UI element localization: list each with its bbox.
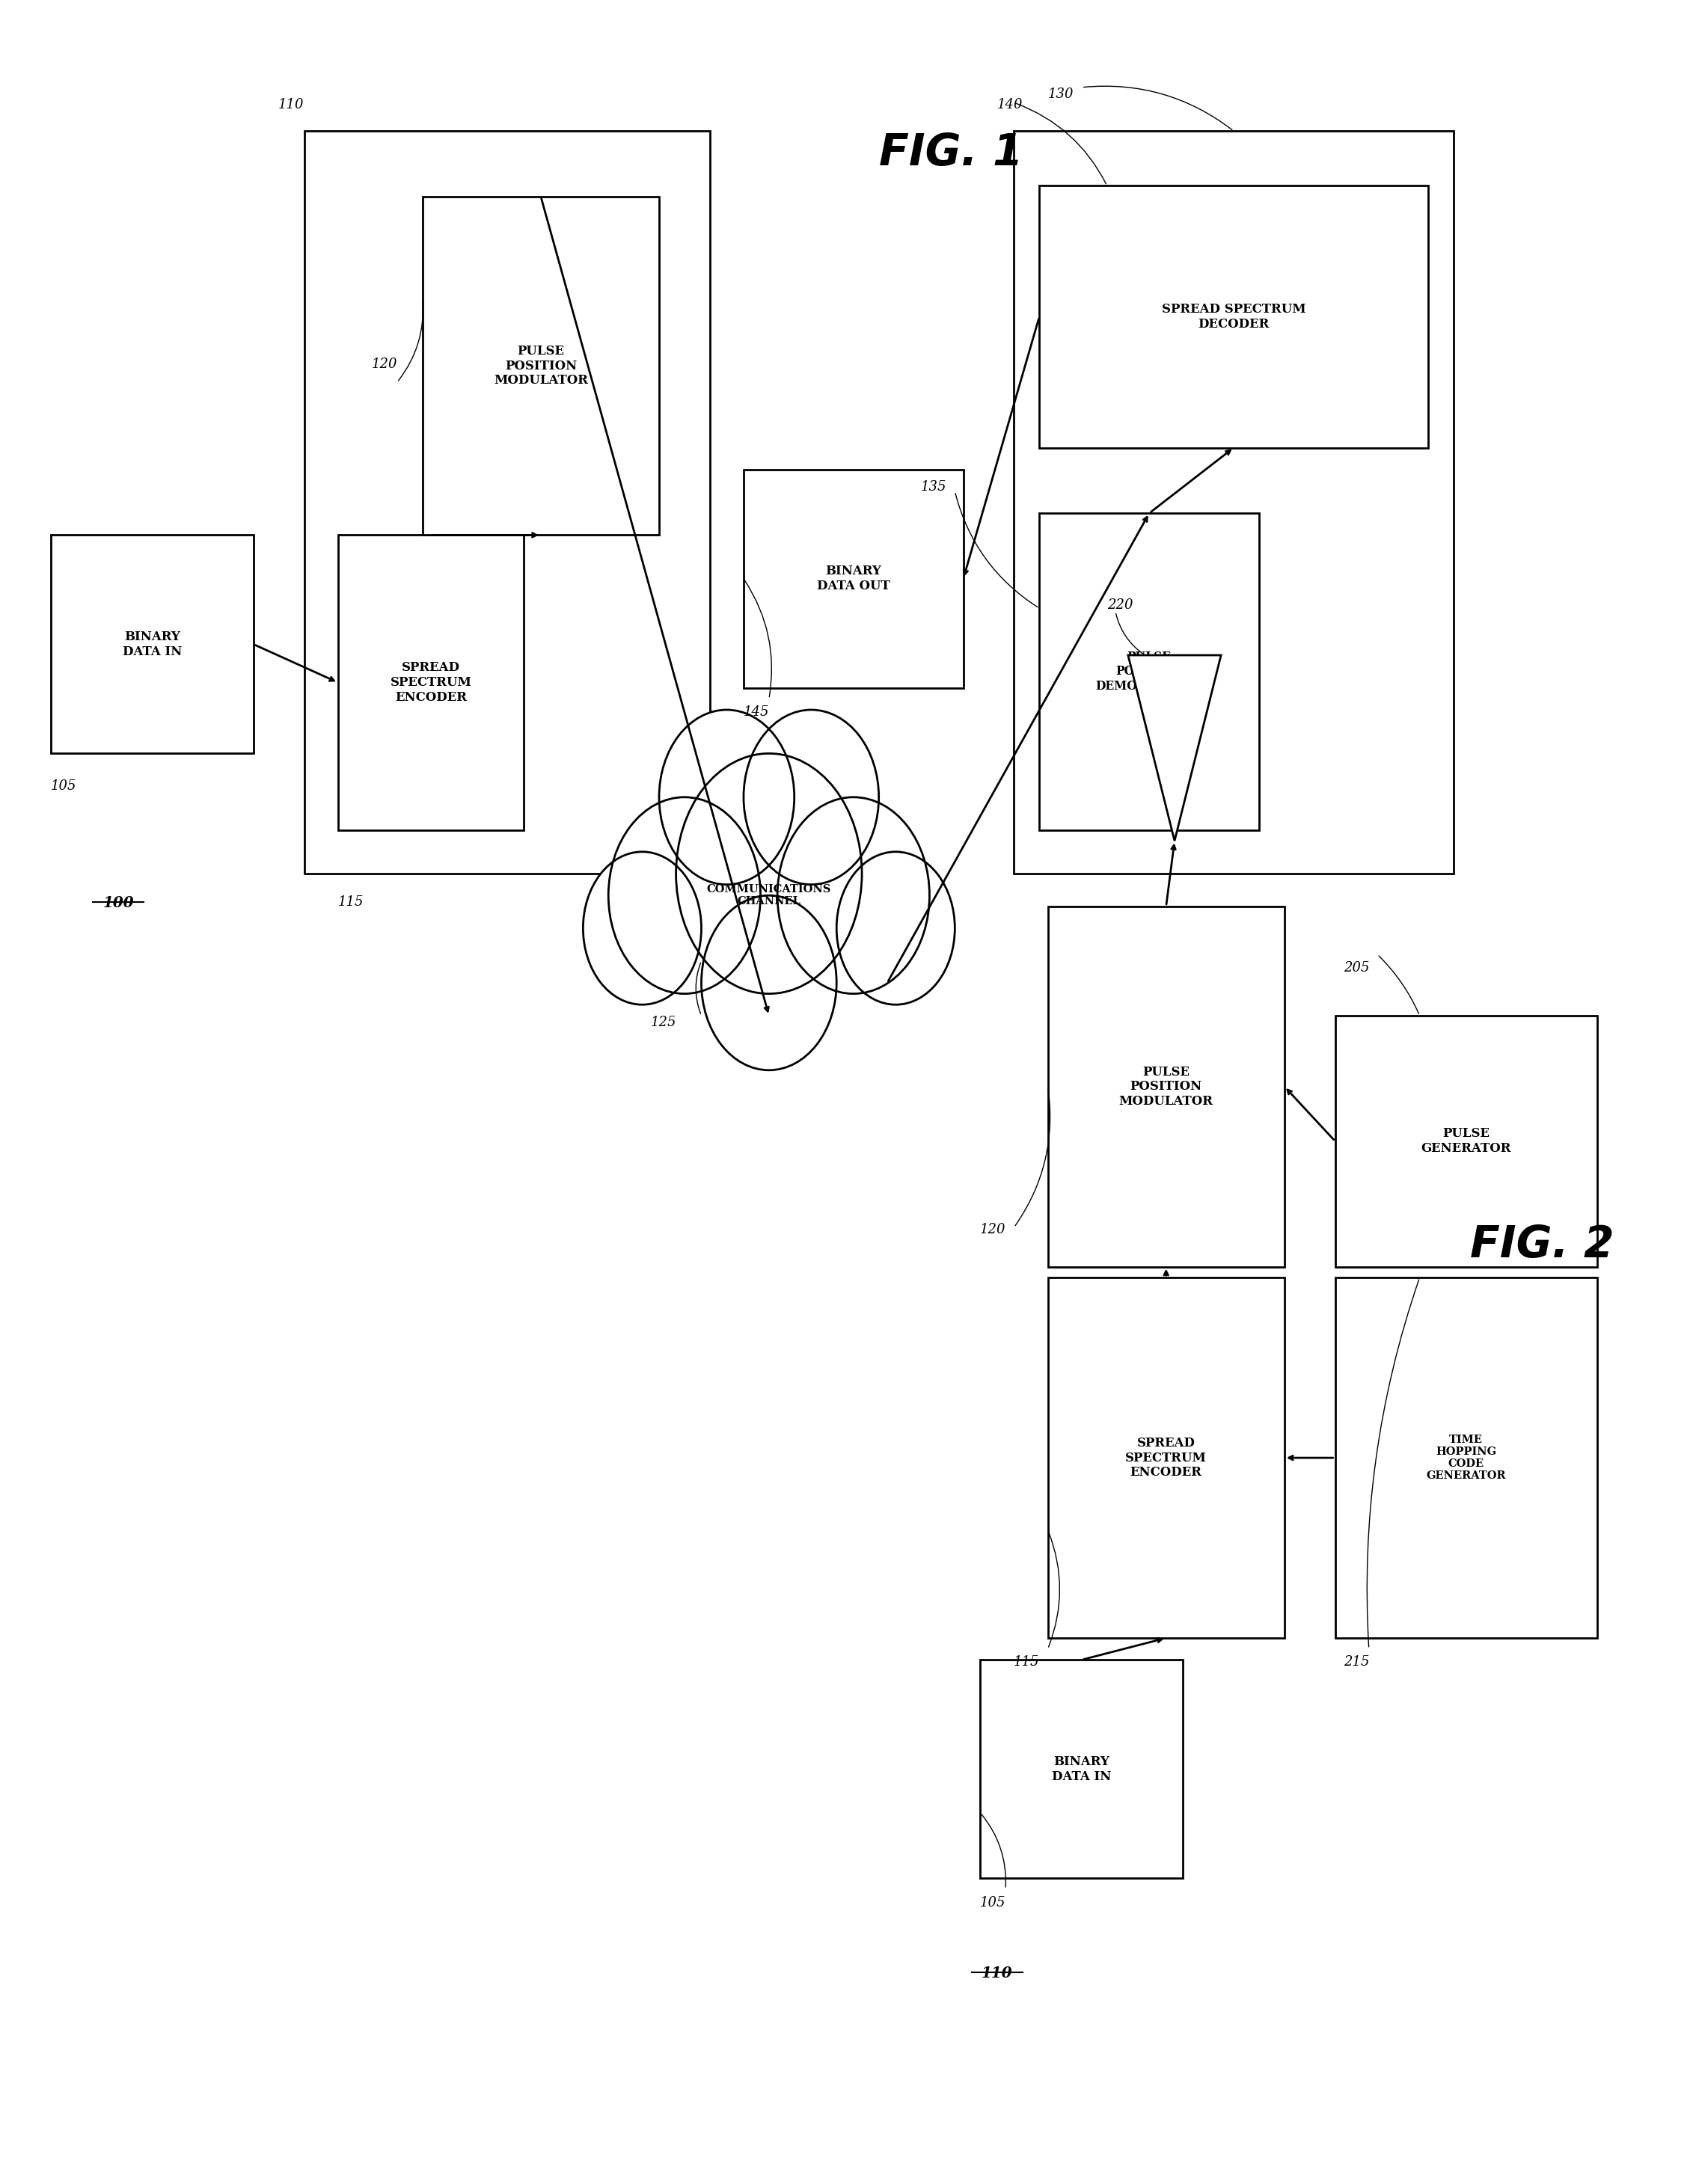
Circle shape	[777, 797, 930, 994]
Text: 110: 110	[982, 1966, 1012, 1981]
Text: PULSE
POSITION
MODULATOR: PULSE POSITION MODULATOR	[493, 345, 588, 387]
Circle shape	[608, 797, 760, 994]
FancyBboxPatch shape	[1039, 186, 1428, 448]
Circle shape	[659, 710, 794, 885]
Text: FIG. 2: FIG. 2	[1470, 1223, 1614, 1267]
Circle shape	[744, 710, 879, 885]
Text: 120: 120	[372, 358, 397, 371]
Polygon shape	[1129, 655, 1220, 841]
FancyBboxPatch shape	[422, 197, 659, 535]
Text: 105: 105	[51, 780, 76, 793]
Text: PULSE
POSITION
DEMODULATOR: PULSE POSITION DEMODULATOR	[1095, 651, 1203, 692]
Text: SPREAD SPECTRUM
DECODER: SPREAD SPECTRUM DECODER	[1161, 304, 1306, 330]
Text: BINARY
DATA IN: BINARY DATA IN	[1051, 1756, 1112, 1782]
FancyBboxPatch shape	[338, 535, 524, 830]
Text: 205: 205	[1344, 961, 1369, 974]
Text: 140: 140	[997, 98, 1022, 111]
FancyBboxPatch shape	[1335, 1278, 1597, 1638]
Text: 105: 105	[980, 1896, 1006, 1909]
Text: FIG. 1: FIG. 1	[879, 131, 1022, 175]
FancyBboxPatch shape	[1048, 906, 1284, 1267]
Text: 100: 100	[103, 895, 134, 911]
Circle shape	[837, 852, 955, 1005]
FancyBboxPatch shape	[1039, 513, 1259, 830]
FancyBboxPatch shape	[744, 470, 963, 688]
Text: BINARY
DATA OUT: BINARY DATA OUT	[816, 566, 891, 592]
FancyBboxPatch shape	[980, 1660, 1183, 1878]
Text: 220: 220	[1107, 598, 1132, 612]
FancyBboxPatch shape	[1048, 1278, 1284, 1638]
Text: 215: 215	[1344, 1655, 1369, 1669]
Circle shape	[676, 753, 862, 994]
Circle shape	[583, 852, 701, 1005]
Text: 135: 135	[921, 480, 946, 494]
FancyBboxPatch shape	[51, 535, 253, 753]
Text: PULSE
GENERATOR: PULSE GENERATOR	[1421, 1127, 1511, 1155]
Text: SPREAD
SPECTRUM
ENCODER: SPREAD SPECTRUM ENCODER	[1126, 1437, 1207, 1479]
Text: 120: 120	[980, 1223, 1006, 1236]
Text: COMMUNICATIONS
CHANNEL: COMMUNICATIONS CHANNEL	[706, 885, 831, 906]
Text: 110: 110	[279, 98, 304, 111]
Text: 115: 115	[338, 895, 363, 909]
Text: 125: 125	[651, 1016, 676, 1029]
Text: TIME
HOPPING
CODE
GENERATOR: TIME HOPPING CODE GENERATOR	[1426, 1435, 1506, 1481]
Text: BINARY
DATA IN: BINARY DATA IN	[122, 631, 183, 657]
Text: 130: 130	[1048, 87, 1073, 100]
Text: PULSE
POSITION
MODULATOR: PULSE POSITION MODULATOR	[1119, 1066, 1213, 1107]
FancyBboxPatch shape	[1014, 131, 1453, 874]
Text: 115: 115	[1014, 1655, 1039, 1669]
Circle shape	[701, 895, 837, 1070]
FancyBboxPatch shape	[1335, 1016, 1597, 1267]
Text: SPREAD
SPECTRUM
ENCODER: SPREAD SPECTRUM ENCODER	[390, 662, 472, 703]
FancyBboxPatch shape	[304, 131, 710, 874]
Text: 145: 145	[744, 705, 769, 719]
